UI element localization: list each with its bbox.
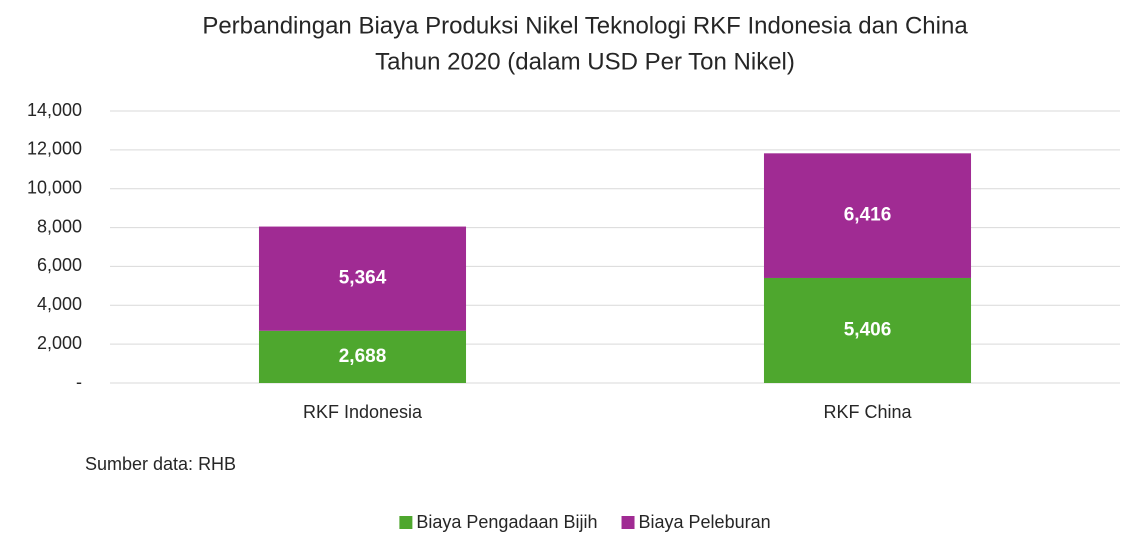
y-tick-label: 10,000 [27, 177, 82, 197]
data-label: 5,406 [844, 320, 892, 341]
y-tick-label: 4,000 [37, 294, 82, 314]
chart-title: Perbandingan Biaya Produksi Nikel Teknol… [202, 12, 968, 39]
y-tick-label: 6,000 [37, 255, 82, 275]
legend-swatch [399, 516, 413, 529]
x-tick-label: RKF Indonesia [303, 402, 423, 422]
y-tick-label: 2,000 [37, 333, 82, 353]
y-tick-label: 12,000 [27, 139, 82, 159]
bar-segment [258, 330, 467, 383]
x-tick-label: RKF China [823, 402, 912, 422]
y-tick-label: 8,000 [37, 216, 82, 236]
bar-segment [258, 226, 467, 331]
data-label: 2,688 [339, 346, 387, 367]
data-label: 5,364 [339, 268, 387, 289]
data-label: 6,416 [844, 205, 892, 226]
y-tick-label: - [76, 372, 82, 392]
chart-title: Tahun 2020 (dalam USD Per Ton Nikel) [375, 48, 795, 75]
y-tick-label: 14,000 [27, 100, 82, 120]
bar-segment [763, 277, 972, 383]
legend-label: Biaya Peleburan [639, 512, 771, 532]
source-note: Sumber data: RHB [85, 454, 236, 474]
bar-segment [763, 153, 972, 278]
legend-swatch [621, 516, 635, 529]
legend-label: Biaya Pengadaan Bijih [416, 512, 597, 532]
